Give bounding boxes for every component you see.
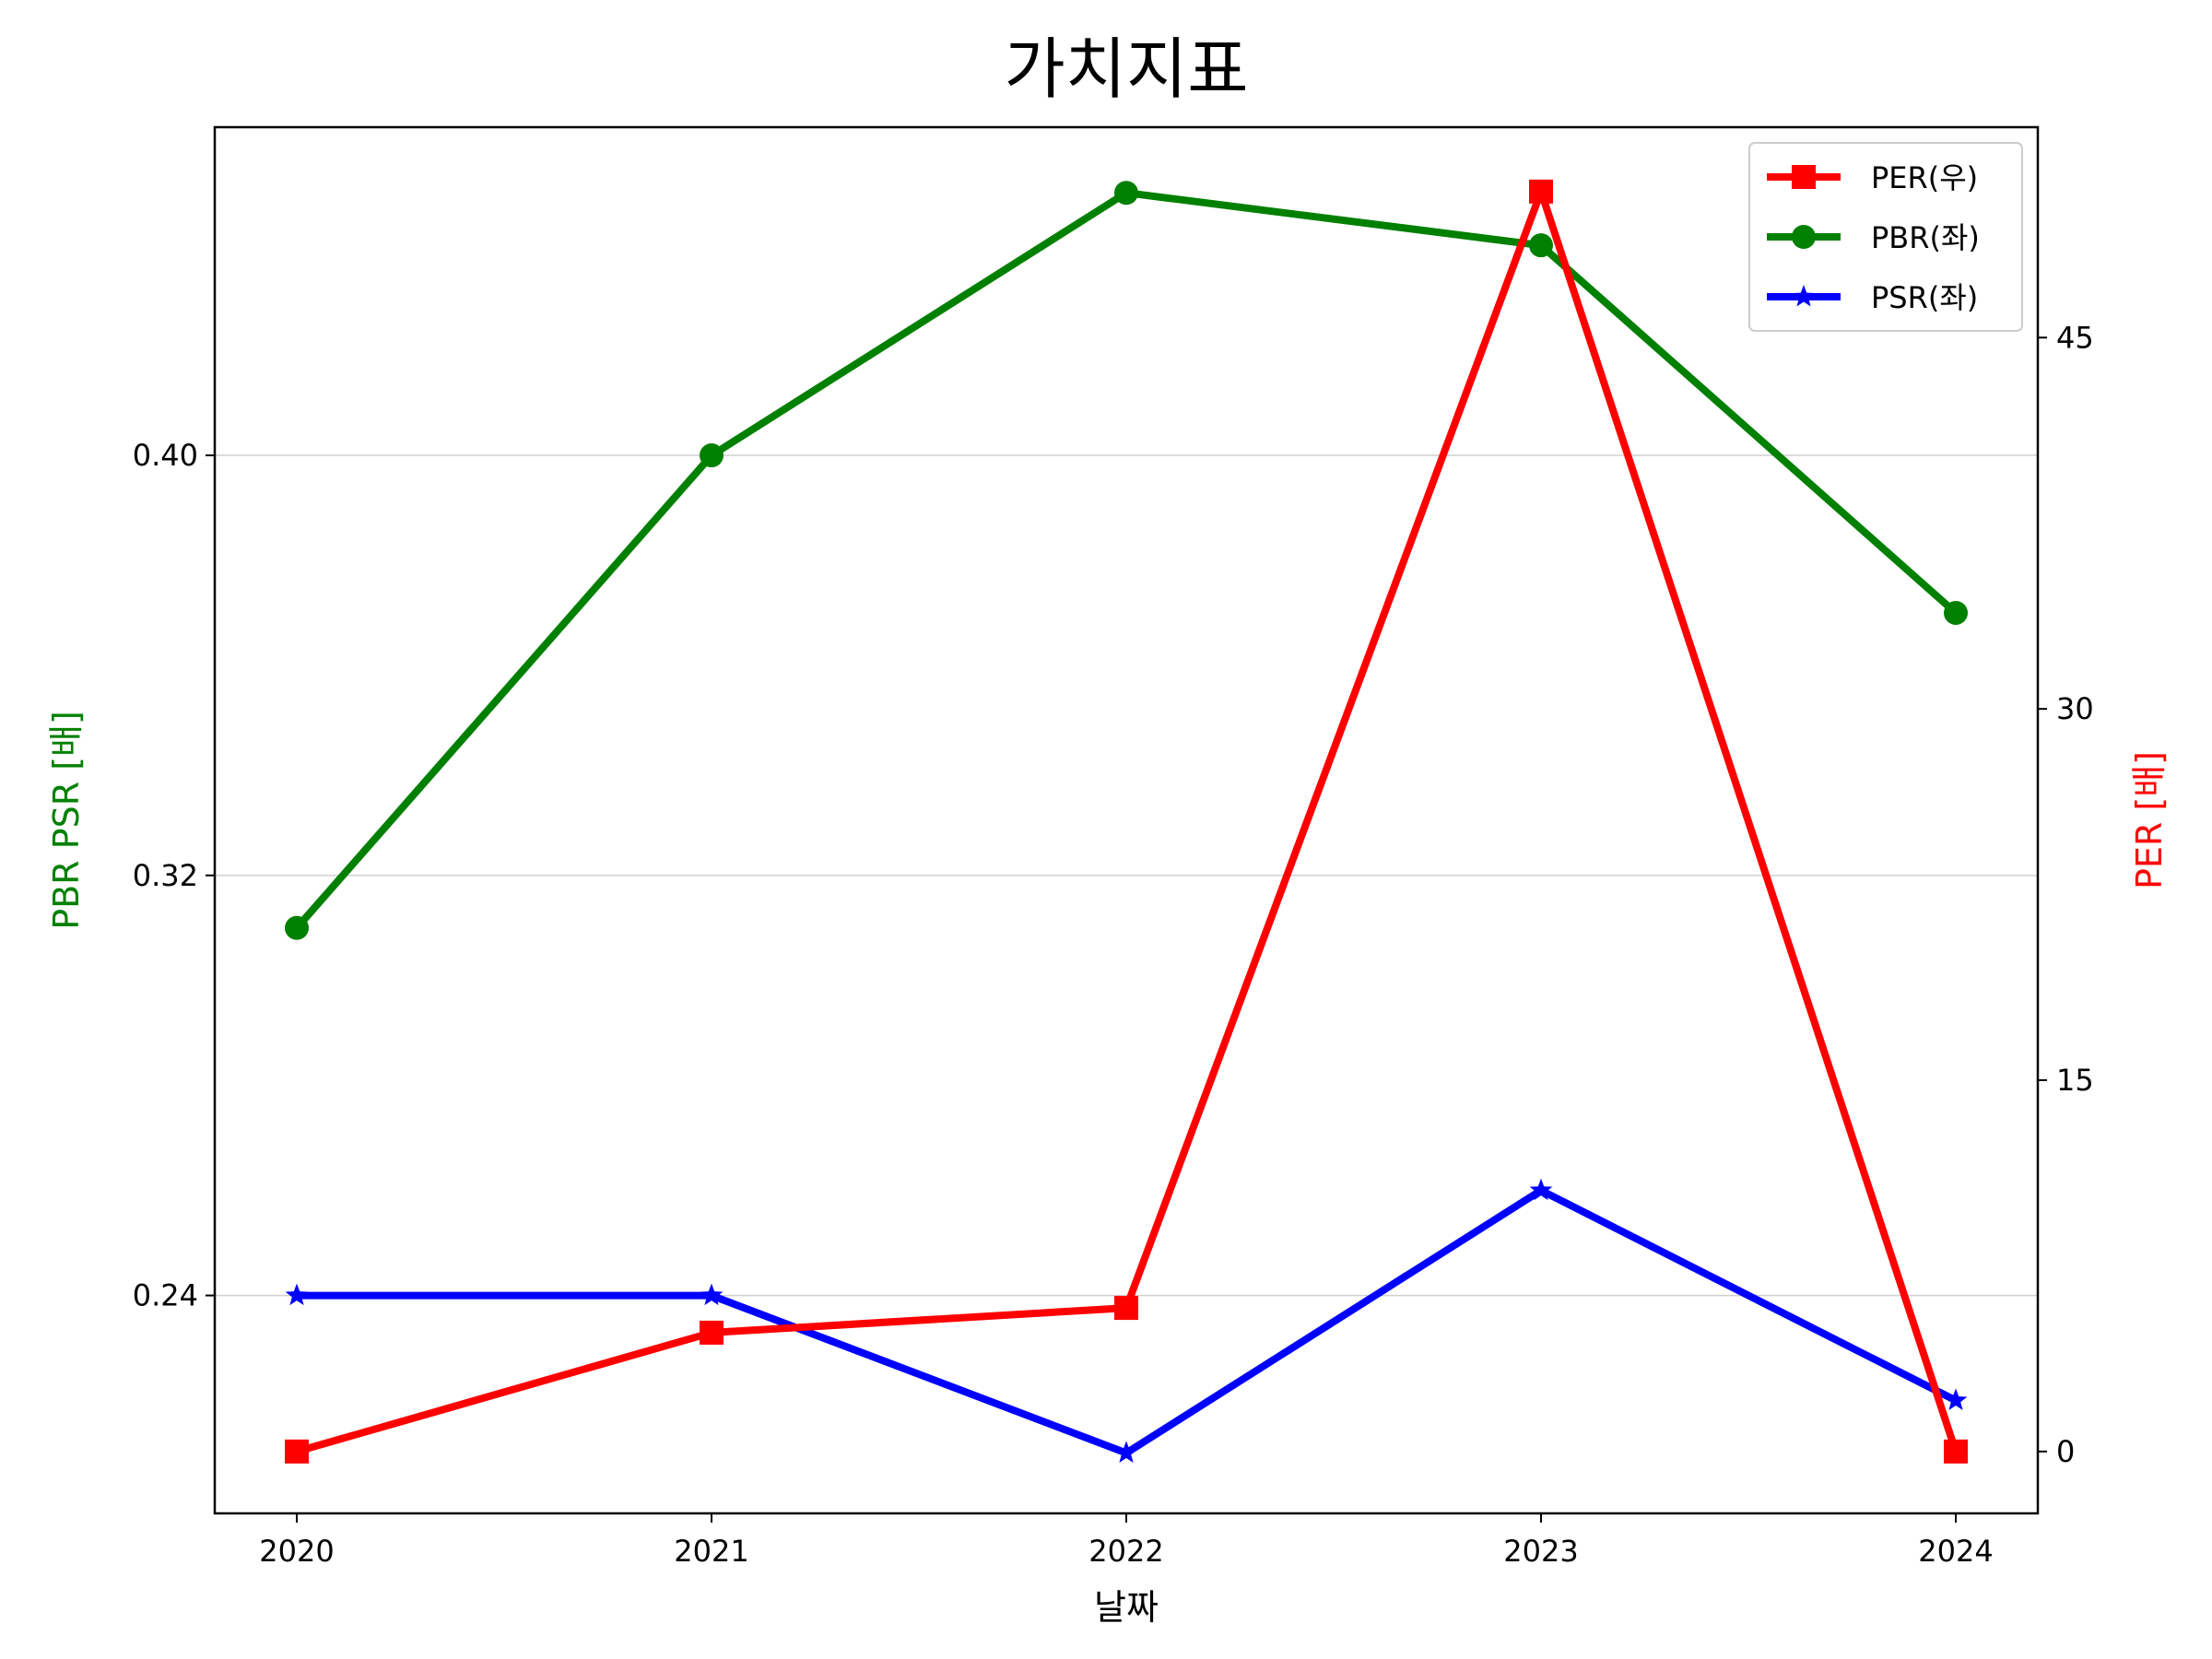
x-axis-label: 날짜 <box>1094 1587 1159 1628</box>
legend-pbr-label: PBR(좌) <box>1871 220 1980 255</box>
psr-data-point <box>285 1283 309 1306</box>
psr-data-point <box>1529 1178 1553 1201</box>
legend-psr-label: PSR(좌) <box>1871 280 1978 315</box>
y-right-tick-label: 15 <box>2056 1063 2094 1098</box>
x-tick-label: 2024 <box>1918 1534 1993 1569</box>
x-tick-label: 2020 <box>259 1534 334 1569</box>
x-tick-label: 2021 <box>674 1534 748 1569</box>
legend-pbr-marker <box>1792 225 1816 249</box>
y-axis-right-label: PER [배] <box>2129 751 2170 889</box>
legend: PER(우) PBR(좌) PSR(좌) <box>1748 142 2023 332</box>
psr-data-point <box>1944 1388 1968 1410</box>
legend-per-label: PER(우) <box>1871 160 1978 195</box>
per-data-point <box>1114 1296 1138 1321</box>
pbr-data-point <box>1529 233 1553 258</box>
pbr-data-point <box>1114 181 1138 206</box>
chart-title: 가치지표 <box>1005 30 1249 108</box>
y-right-tick-label: 45 <box>2056 320 2094 355</box>
y-right-tick-label: 0 <box>2056 1434 2075 1469</box>
per-data-point <box>1529 179 1553 204</box>
y-axis-left: 0.24 0.32 0.40 <box>133 438 215 1313</box>
y-left-tick-label: 0.40 <box>133 438 198 473</box>
per-data-point <box>1944 1439 1968 1464</box>
legend-per-marker <box>1792 165 1816 189</box>
x-tick-label: 2022 <box>1088 1534 1163 1569</box>
y-left-tick-label: 0.24 <box>133 1278 198 1313</box>
psr-data-point <box>1114 1441 1138 1463</box>
y-right-tick-label: 30 <box>2056 691 2094 726</box>
legend-psr-marker <box>1792 285 1816 307</box>
psr-data-point <box>700 1283 724 1306</box>
y-left-tick-label: 0.32 <box>133 858 198 893</box>
series-layer <box>285 179 1968 1464</box>
y-axis-right: 0 15 30 45 <box>2038 320 2094 1469</box>
pbr-data-point <box>1944 600 1968 625</box>
legend-box <box>1748 142 2023 332</box>
pbr-data-point <box>285 915 309 940</box>
x-tick-label: 2023 <box>1503 1534 1578 1569</box>
per-data-point <box>700 1320 724 1345</box>
y-axis-left-label: PBR PSR [배] <box>46 711 87 930</box>
per-data-point <box>285 1439 309 1464</box>
x-axis: 2020 2021 2022 2023 2024 <box>259 1513 1994 1569</box>
pbr-data-point <box>700 443 724 468</box>
